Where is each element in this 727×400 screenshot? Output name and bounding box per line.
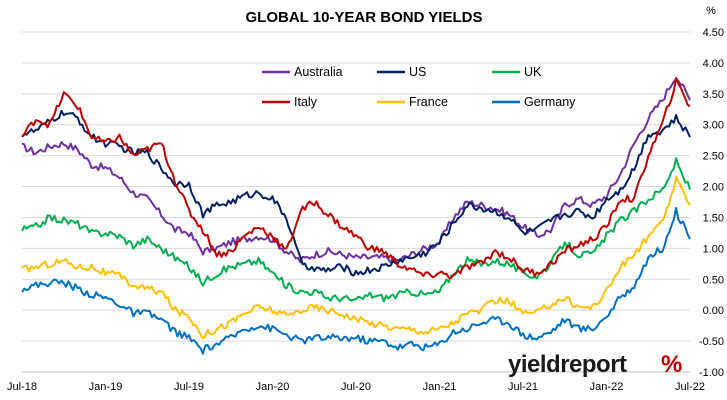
- legend-label: Italy: [294, 95, 318, 109]
- brand-percent-symbol: %: [661, 351, 682, 378]
- legend-label: Australia: [294, 65, 343, 79]
- series-line-france: [21, 175, 691, 340]
- y-tick-label: 3.00: [703, 120, 724, 132]
- y-tick-label: -0.50: [699, 336, 724, 348]
- y-tick-label: 3.50: [703, 89, 724, 101]
- series-line-italy: [21, 77, 691, 280]
- x-tick-label: Jan-22: [590, 381, 624, 393]
- series-lines: [21, 77, 691, 355]
- series-line-us: [21, 109, 691, 277]
- x-tick-label: Jul-21: [508, 381, 538, 393]
- x-tick-label: Jul-22: [675, 381, 705, 393]
- series-line-germany: [21, 206, 691, 355]
- x-tick-label: Jan-20: [256, 381, 290, 393]
- brand-text: yieldreport: [508, 351, 627, 378]
- y-tick-label: 1.00: [703, 243, 724, 255]
- y-tick-label: 1.50: [703, 212, 724, 224]
- y-tick-label: 2.00: [703, 182, 724, 194]
- legend-label: France: [409, 95, 448, 109]
- legend: Australia US UK Italy France Germany: [262, 65, 576, 109]
- y-tick-label: 4.50: [703, 27, 724, 39]
- y-tick-label: 4.00: [703, 58, 724, 70]
- yieldreport-logo: yieldreport %: [508, 351, 683, 378]
- legend-label: UK: [524, 65, 542, 79]
- x-tick-label: Jan-19: [89, 381, 123, 393]
- legend-label: Germany: [524, 95, 576, 109]
- legend-label: US: [409, 65, 426, 79]
- gridlines: [22, 31, 690, 373]
- y-tick-label: 2.50: [703, 151, 724, 163]
- x-tick-label: Jul-20: [341, 381, 371, 393]
- y-tick-label: -1.00: [699, 367, 724, 379]
- y-tick-label: 0.00: [703, 305, 724, 317]
- x-axis-ticks: Jul-18 Jan-19 Jul-19 Jan-20 Jul-20 Jan-21 Jul-…: [7, 381, 705, 393]
- y-tick-label: 0.50: [703, 274, 724, 286]
- series-line-uk: [21, 157, 691, 303]
- x-tick-label: Jul-19: [174, 381, 204, 393]
- chart-title: GLOBAL 10-YEAR BOND YIELDS: [246, 9, 483, 26]
- y-axis-ticks: -1.00 -0.50 0.00 0.50 1.00 1.50 2.00 2.50 3.00 3.…: [699, 27, 724, 379]
- y-axis-unit: %: [706, 5, 716, 17]
- series-line-australia: [21, 78, 691, 264]
- x-tick-label: Jan-21: [423, 381, 457, 393]
- x-tick-label: Jul-18: [7, 381, 37, 393]
